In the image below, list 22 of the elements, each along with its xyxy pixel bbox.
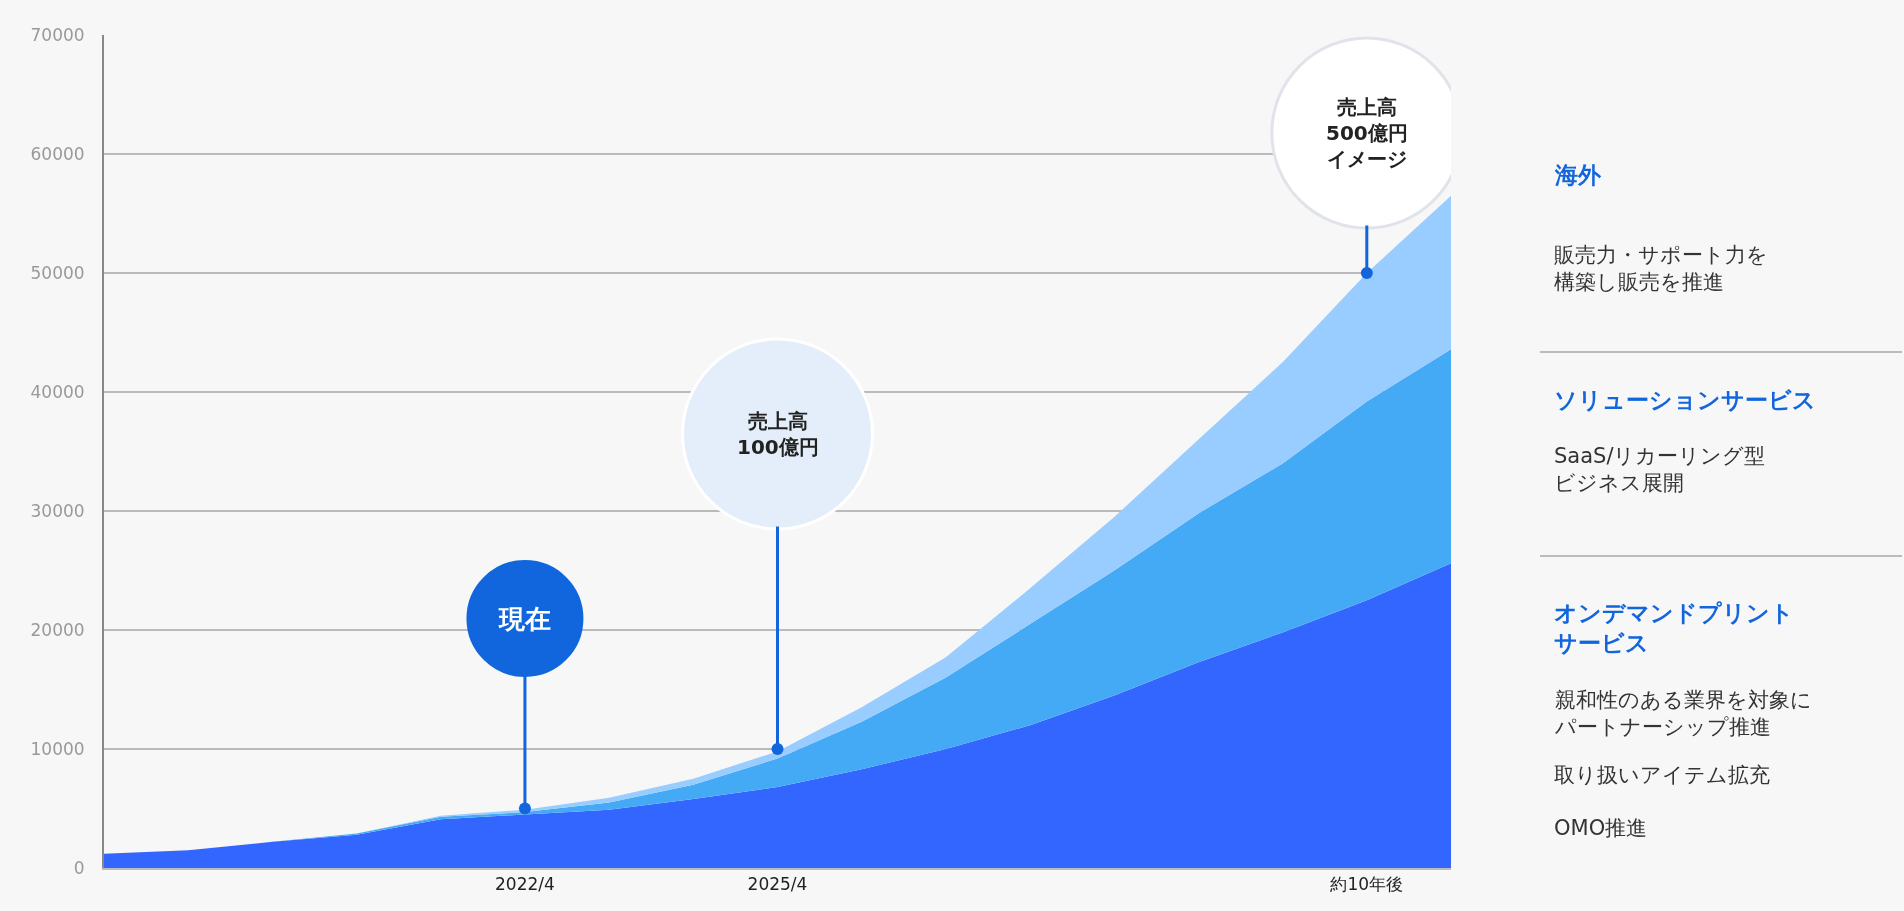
y-tick-label: 10000: [30, 738, 85, 759]
x-tick-label: 2025/4: [747, 874, 808, 895]
y-tick-label: 70000: [30, 24, 85, 45]
y-tick-label: 60000: [30, 143, 85, 164]
annotation: 売上高 100億円: [737, 409, 819, 459]
text: 販売力・サポート力を構築し販売を推進: [1554, 243, 1768, 295]
text: ソリューションサービス: [1554, 387, 1816, 413]
y-tick-label: 50000: [30, 262, 85, 283]
text: 海外: [1554, 162, 1602, 188]
y-tick-label: 30000: [30, 500, 85, 521]
y-tick-label: 0: [73, 857, 85, 878]
text: オンデマンドプリントサービス: [1554, 600, 1794, 656]
text: 親和性のある業界を対象にパートナーシップ推進: [1554, 688, 1812, 740]
annotation: 現在: [498, 604, 551, 634]
text: OMO推進: [1554, 816, 1648, 840]
y-tick-label: 20000: [30, 619, 85, 640]
x-tick-label: 約10年後: [1330, 874, 1404, 895]
text: 取り扱いアイテム拡充: [1554, 763, 1770, 787]
text: SaaS/リカーリング型ビジネス展開: [1554, 444, 1766, 496]
y-tick-label: 40000: [30, 381, 85, 402]
x-tick-label: 2022/4: [495, 874, 555, 895]
annotation: 売上高 500億円イメージ: [1326, 95, 1408, 171]
